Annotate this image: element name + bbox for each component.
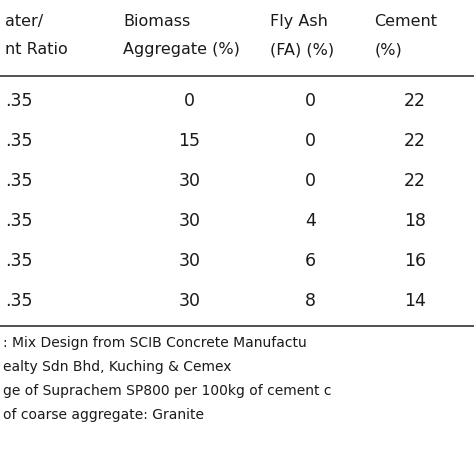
Text: .35: .35: [5, 292, 32, 310]
Text: 22: 22: [404, 172, 426, 190]
Text: Cement: Cement: [374, 14, 438, 29]
Text: 30: 30: [179, 212, 201, 230]
Text: (FA) (%): (FA) (%): [270, 42, 334, 57]
Text: 0: 0: [305, 172, 316, 190]
Text: 18: 18: [404, 212, 426, 230]
Text: ater/: ater/: [5, 14, 43, 29]
Text: 16: 16: [404, 252, 426, 270]
Text: 0: 0: [184, 92, 195, 110]
Text: .35: .35: [5, 252, 32, 270]
Text: 22: 22: [404, 92, 426, 110]
Text: of coarse aggregate: Granite: of coarse aggregate: Granite: [3, 408, 204, 422]
Text: .35: .35: [5, 212, 32, 230]
Text: 22: 22: [404, 132, 426, 150]
Text: 30: 30: [179, 252, 201, 270]
Text: 30: 30: [179, 172, 201, 190]
Text: 8: 8: [305, 292, 316, 310]
Text: 0: 0: [305, 92, 316, 110]
Text: ge of Suprachem SP800 per 100kg of cement c: ge of Suprachem SP800 per 100kg of cemen…: [3, 384, 331, 398]
Text: : Mix Design from SCIB Concrete Manufactu: : Mix Design from SCIB Concrete Manufact…: [3, 336, 307, 350]
Text: .35: .35: [5, 92, 32, 110]
Text: Aggregate (%): Aggregate (%): [123, 42, 240, 57]
Text: Fly Ash: Fly Ash: [270, 14, 328, 29]
Text: nt Ratio: nt Ratio: [5, 42, 67, 57]
Text: .35: .35: [5, 172, 32, 190]
Text: 0: 0: [305, 132, 316, 150]
Text: 4: 4: [305, 212, 316, 230]
Text: (%): (%): [374, 42, 402, 57]
Text: Biomass: Biomass: [123, 14, 191, 29]
Text: .35: .35: [5, 132, 32, 150]
Text: 15: 15: [179, 132, 201, 150]
Text: ealty Sdn Bhd, Kuching & Cemex: ealty Sdn Bhd, Kuching & Cemex: [3, 360, 231, 374]
Text: 30: 30: [179, 292, 201, 310]
Text: 6: 6: [305, 252, 316, 270]
Text: 14: 14: [404, 292, 426, 310]
